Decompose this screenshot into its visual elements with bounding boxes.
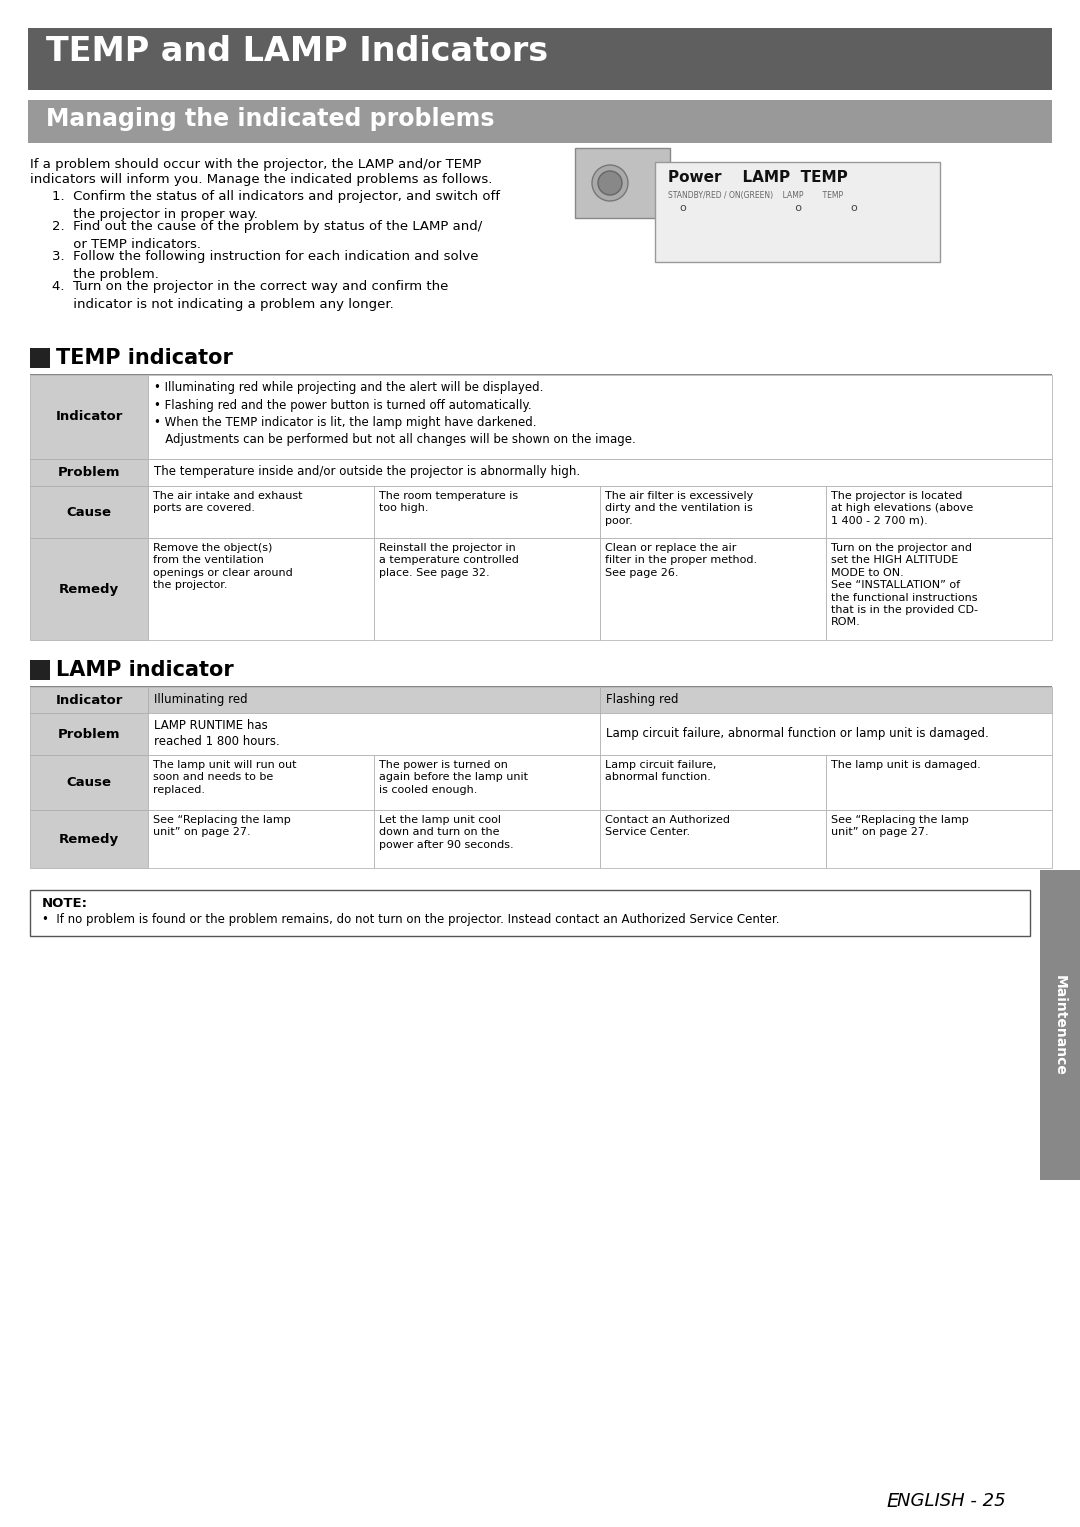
- Text: Cause: Cause: [67, 776, 111, 788]
- Text: Reinstall the projector in
a temperature controlled
place. See page 32.: Reinstall the projector in a temperature…: [379, 544, 518, 577]
- Text: STANDBY/RED / ON(GREEN)    LAMP        TEMP: STANDBY/RED / ON(GREEN) LAMP TEMP: [669, 191, 843, 200]
- Text: The lamp unit is damaged.: The lamp unit is damaged.: [831, 760, 981, 770]
- Text: If a problem should occur with the projector, the LAMP and/or TEMP: If a problem should occur with the proje…: [30, 157, 482, 171]
- Text: The air intake and exhaust
ports are covered.: The air intake and exhaust ports are cov…: [153, 492, 302, 513]
- Text: indicators will inform you. Manage the indicated problems as follows.: indicators will inform you. Manage the i…: [30, 173, 492, 186]
- Bar: [30, 809, 148, 867]
- Text: The room temperature is
too high.: The room temperature is too high.: [379, 492, 518, 513]
- Text: The projector is located
at high elevations (above
1 400 - 2 700 m).: The projector is located at high elevati…: [831, 492, 973, 525]
- Text: 3.  Follow the following instruction for each indication and solve
     the prob: 3. Follow the following instruction for …: [52, 250, 478, 281]
- Text: Flashing red: Flashing red: [606, 693, 678, 707]
- Text: The power is turned on
again before the lamp unit
is cooled enough.: The power is turned on again before the …: [379, 760, 528, 794]
- Text: The temperature inside and/or outside the projector is abnormally high.: The temperature inside and/or outside th…: [154, 466, 580, 478]
- Bar: [148, 460, 1052, 486]
- Bar: [30, 660, 50, 680]
- Bar: [1040, 870, 1080, 1180]
- Bar: [30, 538, 148, 640]
- Text: Cause: Cause: [67, 505, 111, 519]
- Bar: [826, 809, 1052, 867]
- Text: See “Replacing the lamp
unit” on page 27.: See “Replacing the lamp unit” on page 27…: [153, 815, 291, 837]
- Bar: [148, 754, 374, 809]
- Bar: [826, 538, 1052, 640]
- Bar: [28, 99, 1052, 144]
- Text: Lamp circuit failure, abnormal function or lamp unit is damaged.: Lamp circuit failure, abnormal function …: [606, 727, 989, 741]
- Text: TEMP and LAMP Indicators: TEMP and LAMP Indicators: [46, 35, 549, 69]
- Text: Remedy: Remedy: [59, 582, 119, 596]
- Bar: [148, 713, 600, 754]
- Text: 2.  Find out the cause of the problem by status of the LAMP and/
     or TEMP in: 2. Find out the cause of the problem by …: [52, 220, 483, 250]
- Bar: [30, 687, 148, 713]
- Text: The lamp unit will run out
soon and needs to be
replaced.: The lamp unit will run out soon and need…: [153, 760, 297, 794]
- Text: Lamp circuit failure,
abnormal function.: Lamp circuit failure, abnormal function.: [605, 760, 716, 782]
- Text: Clean or replace the air
filter in the proper method.
See page 26.: Clean or replace the air filter in the p…: [605, 544, 757, 577]
- Text: NGLISH - 25: NGLISH - 25: [897, 1492, 1005, 1510]
- Bar: [374, 809, 600, 867]
- Circle shape: [592, 165, 627, 202]
- Text: E: E: [886, 1492, 899, 1512]
- Text: 4.  Turn on the projector in the correct way and confirm the
     indicator is n: 4. Turn on the projector in the correct …: [52, 279, 448, 312]
- Bar: [30, 713, 148, 754]
- Bar: [600, 687, 1052, 713]
- Text: Indicator: Indicator: [55, 693, 123, 707]
- Bar: [30, 348, 50, 368]
- Text: The air filter is excessively
dirty and the ventilation is
poor.: The air filter is excessively dirty and …: [605, 492, 753, 525]
- Text: Power    LAMP  TEMP: Power LAMP TEMP: [669, 169, 848, 185]
- Bar: [826, 486, 1052, 538]
- Text: Indicator: Indicator: [55, 411, 123, 423]
- Bar: [600, 538, 826, 640]
- Bar: [374, 486, 600, 538]
- Text: Managing the indicated problems: Managing the indicated problems: [46, 107, 495, 131]
- Bar: [30, 754, 148, 809]
- Bar: [148, 376, 1052, 460]
- Bar: [374, 538, 600, 640]
- Text: Remedy: Remedy: [59, 832, 119, 846]
- Bar: [30, 890, 1030, 936]
- Text: o                               o              o: o o o: [680, 203, 858, 212]
- Text: Remove the object(s)
from the ventilation
openings or clear around
the projector: Remove the object(s) from the ventilatio…: [153, 544, 293, 591]
- Bar: [148, 486, 374, 538]
- Bar: [148, 538, 374, 640]
- Text: Problem: Problem: [57, 727, 120, 741]
- Text: Contact an Authorized
Service Center.: Contact an Authorized Service Center.: [605, 815, 730, 837]
- Bar: [600, 754, 826, 809]
- Text: Turn on the projector and
set the HIGH ALTITUDE
MODE to ON.
See “INSTALLATION” o: Turn on the projector and set the HIGH A…: [831, 544, 978, 628]
- Text: • Illuminating red while projecting and the alert will be displayed.
• Flashing : • Illuminating red while projecting and …: [154, 382, 636, 446]
- Bar: [30, 376, 148, 460]
- Bar: [654, 162, 940, 263]
- Bar: [600, 809, 826, 867]
- Text: •  If no problem is found or the problem remains, do not turn on the projector. : • If no problem is found or the problem …: [42, 913, 780, 925]
- Bar: [148, 809, 374, 867]
- Text: See “Replacing the lamp
unit” on page 27.: See “Replacing the lamp unit” on page 27…: [831, 815, 969, 837]
- Text: TEMP indicator: TEMP indicator: [56, 348, 233, 368]
- Circle shape: [598, 171, 622, 195]
- Bar: [826, 754, 1052, 809]
- Bar: [600, 486, 826, 538]
- Bar: [575, 148, 670, 218]
- Bar: [28, 27, 1052, 90]
- Bar: [148, 687, 600, 713]
- Text: Let the lamp unit cool
down and turn on the
power after 90 seconds.: Let the lamp unit cool down and turn on …: [379, 815, 514, 851]
- Text: Problem: Problem: [57, 466, 120, 478]
- Bar: [600, 713, 1052, 754]
- Text: NOTE:: NOTE:: [42, 896, 87, 910]
- Text: 1.  Confirm the status of all indicators and projector, and switch off
     the : 1. Confirm the status of all indicators …: [52, 189, 500, 221]
- Text: LAMP indicator: LAMP indicator: [56, 660, 233, 680]
- Bar: [374, 754, 600, 809]
- Bar: [30, 486, 148, 538]
- Text: Illuminating red: Illuminating red: [154, 693, 247, 707]
- Text: Maintenance: Maintenance: [1053, 974, 1067, 1075]
- Text: LAMP RUNTIME has
reached 1 800 hours.: LAMP RUNTIME has reached 1 800 hours.: [154, 719, 280, 748]
- Bar: [30, 460, 148, 486]
